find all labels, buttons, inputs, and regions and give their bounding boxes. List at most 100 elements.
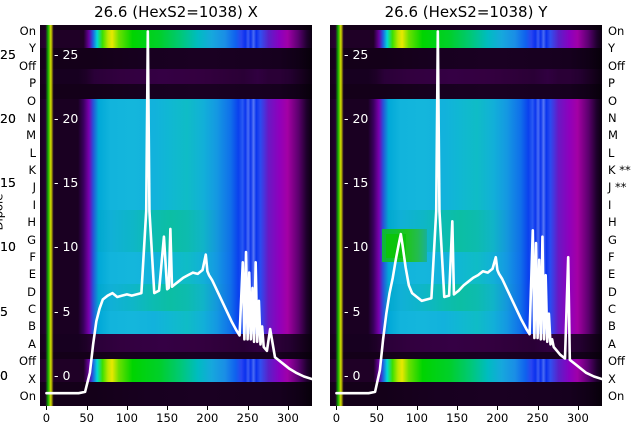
category-label: D <box>608 284 617 299</box>
category-label: On <box>608 24 625 38</box>
heatmap-band <box>330 209 602 252</box>
heatmap-bands-left <box>40 25 312 406</box>
heatmap-band <box>330 84 602 100</box>
x-tick-mark <box>537 406 539 410</box>
y-tick-label-outer: 25 <box>0 47 16 63</box>
intensity-trace-left <box>40 25 312 406</box>
x-tick-mark <box>287 406 289 410</box>
y-tick-label-outer: 10 <box>0 239 16 255</box>
category-label: H <box>27 215 36 230</box>
y-tick-label-inner: - 0 <box>344 367 361 383</box>
category-label: F <box>608 249 615 264</box>
heatmap-band <box>40 351 312 359</box>
y-tick-label-inner: - 10 <box>344 239 369 255</box>
y-tick-label-inner: - 20 <box>344 111 369 127</box>
trace-path <box>336 31 602 393</box>
category-label: P <box>608 76 615 91</box>
y-tick-label-outer: 5 <box>0 303 8 319</box>
categorical-axis-left: Dipole On Y Off P O N M L K J I H G F E D C B A Off X On <box>0 25 38 406</box>
y-tick-label-inner: - 15 <box>54 175 79 191</box>
category-label: K ** <box>608 163 631 178</box>
category-label: I <box>32 197 36 212</box>
y-tick-label-inner: - 5 <box>54 303 71 319</box>
x-tick-mark <box>416 406 418 410</box>
x-tick-mark <box>376 406 378 410</box>
category-label: L <box>608 145 615 160</box>
y-tick-label-inner: - 25 <box>344 47 369 63</box>
heatmap-band <box>40 209 312 252</box>
x-tick-label: 200 <box>196 411 219 425</box>
category-label: P <box>29 76 36 91</box>
x-tick-mark <box>126 406 128 410</box>
heatmap-band <box>330 25 602 30</box>
category-label: H <box>608 215 617 230</box>
category-label: N <box>27 110 36 125</box>
trace-path <box>46 31 312 393</box>
y-tick-label-outer: 15 <box>0 175 16 191</box>
intensity-trace-right <box>330 25 602 406</box>
category-label: K <box>28 163 36 178</box>
heatmap-band <box>40 84 312 100</box>
x-tick-mark <box>167 406 169 410</box>
category-label: J ** <box>608 180 627 195</box>
x-tick-label: 100 <box>405 411 428 425</box>
category-label: L <box>29 145 36 160</box>
y-tick-label-outer: 0 <box>0 367 8 383</box>
heatmap-band <box>330 351 602 359</box>
category-label: J <box>32 180 36 195</box>
x-tick-label: 150 <box>156 411 179 425</box>
heatmap-band <box>40 251 312 285</box>
category-label: X <box>28 371 36 386</box>
category-label: E <box>28 267 36 282</box>
categorical-axis-right: On Y Off P O N M L K ** J ** I H G F E D C B A Off X On <box>604 25 640 406</box>
x-tick-label: 50 <box>79 411 94 425</box>
x-tick-mark <box>46 406 48 410</box>
heatmap-band <box>40 382 312 406</box>
heatmap-band <box>40 68 312 85</box>
y-tick-label-outer: 20 <box>0 111 16 127</box>
x-tick-mark <box>457 406 459 410</box>
panel-title-left: 26.6 (HexS2=1038) X <box>94 3 258 21</box>
heatmap-band <box>40 99 312 153</box>
category-label: X <box>608 371 616 386</box>
category-label: A <box>28 336 36 351</box>
x-tick-label: 200 <box>486 411 509 425</box>
heatmap-band <box>40 29 312 48</box>
heatmap-panel-y[interactable]: - 25 - 20 - 15 - 10 - 5 - 0 <box>330 25 602 406</box>
heatmap-band <box>40 25 312 30</box>
heatmap-band <box>330 382 602 406</box>
y-tick-label-inner: - 15 <box>344 175 369 191</box>
y-tick-label-outer: 10 <box>0 239 16 255</box>
x-tick-label: 0 <box>42 411 51 425</box>
category-label: M <box>26 128 36 143</box>
y-tick-label-outer: 15 <box>0 175 16 191</box>
x-tick-mark <box>577 406 579 410</box>
category-label: On <box>19 389 36 403</box>
heatmap-band <box>40 152 312 210</box>
category-label: I <box>608 197 612 212</box>
x-axis-left: 0 50 100 150 200 250 300 <box>40 406 312 440</box>
x-axis-right: 0 50 100 150 200 250 300 <box>330 406 602 440</box>
y-tick-label-inner: - 25 <box>54 47 79 63</box>
heatmap-bands-right <box>330 25 602 406</box>
x-tick-mark <box>86 406 88 410</box>
panel-title-right: 26.6 (HexS2=1038) Y <box>384 3 548 21</box>
category-label: Off <box>19 58 36 73</box>
x-tick-mark <box>247 406 249 410</box>
x-tick-label: 250 <box>526 411 549 425</box>
x-tick-mark <box>207 406 209 410</box>
category-label: Off <box>608 58 625 73</box>
x-tick-label: 150 <box>446 411 469 425</box>
heatmap-band <box>40 47 312 69</box>
y-tick-label-outer: 5 <box>0 303 8 319</box>
category-label: O <box>608 93 618 108</box>
x-tick-label: 300 <box>566 411 589 425</box>
category-label: G <box>608 232 617 247</box>
heatmap-panel-x[interactable]: - 25 - 20 - 15 - 10 - 5 - 0 <box>40 25 312 406</box>
category-label: M <box>608 128 618 143</box>
category-label: A <box>608 336 616 351</box>
category-label: On <box>608 389 625 403</box>
x-tick-label: 0 <box>332 411 341 425</box>
category-label: G <box>27 232 36 247</box>
